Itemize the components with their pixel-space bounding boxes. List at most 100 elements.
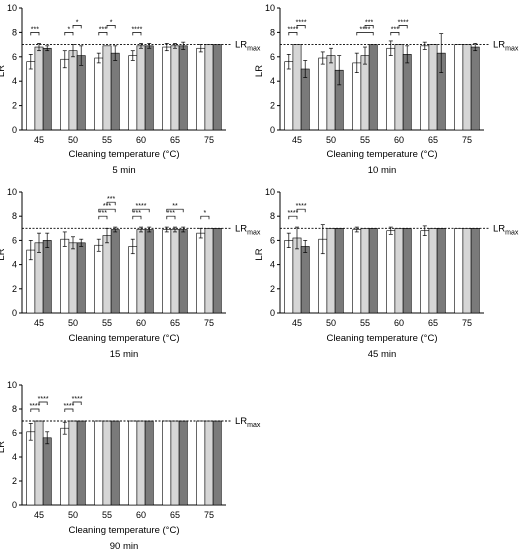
y-axis-label: LR <box>0 441 7 453</box>
significance-label: *** <box>365 19 373 26</box>
bar <box>94 57 104 131</box>
bar <box>326 55 336 131</box>
bar <box>136 229 146 314</box>
bar <box>178 229 188 314</box>
x-axis-label: Cleaning temperature (°C) <box>327 149 438 160</box>
bar <box>204 44 214 131</box>
significance-label: *** <box>99 26 107 33</box>
significance-label: *** <box>167 210 175 217</box>
bar <box>144 420 154 506</box>
bar <box>128 420 138 506</box>
bar <box>394 44 404 131</box>
y-tick-label: 10 <box>7 3 17 13</box>
reference-line-label-sub: max <box>505 46 519 53</box>
bar <box>128 246 138 314</box>
y-tick-label: 4 <box>12 452 17 462</box>
bar <box>428 228 438 314</box>
x-tick-label: 50 <box>68 510 78 520</box>
x-tick-label: 50 <box>68 135 78 145</box>
bar <box>60 238 70 314</box>
y-tick-label: 2 <box>12 101 17 111</box>
reference-line-label-main: LR <box>235 223 247 234</box>
y-tick-label: 2 <box>270 101 275 111</box>
x-tick-label: 55 <box>102 318 112 328</box>
bar <box>212 44 222 131</box>
x-tick-label: 60 <box>394 318 404 328</box>
y-tick-label: 4 <box>270 260 275 270</box>
significance-label: **** <box>29 403 40 410</box>
y-tick-label: 10 <box>7 380 17 390</box>
bar <box>162 46 172 131</box>
bar <box>110 420 120 506</box>
bar <box>428 44 438 131</box>
y-axis-label: LR <box>254 248 265 260</box>
bar <box>368 228 378 314</box>
x-tick-label: 60 <box>136 510 146 520</box>
bar <box>42 47 52 131</box>
x-tick-label: 55 <box>102 135 112 145</box>
significance-label: * <box>204 210 207 217</box>
x-axis-label: Cleaning temperature (°C) <box>69 149 180 160</box>
x-tick-label: 65 <box>428 318 438 328</box>
significance-label: * <box>76 19 79 26</box>
reference-line-label-sub: max <box>247 422 261 429</box>
y-tick-label: 0 <box>12 308 17 318</box>
bar <box>284 240 294 314</box>
bar <box>386 47 396 131</box>
y-tick-label: 0 <box>12 125 17 135</box>
y-tick-label: 6 <box>270 235 275 245</box>
x-axis-label: Cleaning temperature (°C) <box>69 333 180 344</box>
bar <box>34 46 44 131</box>
significance-label: **** <box>296 19 307 26</box>
panel-caption: 15 min <box>110 349 139 360</box>
significance-label: **** <box>131 26 142 33</box>
y-tick-label: 8 <box>270 27 275 37</box>
bar <box>102 235 112 314</box>
significance-label: **** <box>398 19 409 26</box>
bar <box>204 420 214 506</box>
x-tick-label: 75 <box>204 318 214 328</box>
reference-line-label: LRmax <box>235 223 261 236</box>
significance-bracket <box>390 32 400 36</box>
significance-label: * <box>68 26 71 33</box>
significance-bracket <box>98 215 108 220</box>
reference-line-label-main: LR <box>235 416 247 427</box>
panel-caption: 90 min <box>110 541 139 550</box>
x-tick-label: 45 <box>34 510 44 520</box>
y-tick-label: 6 <box>270 52 275 62</box>
x-tick-label: 50 <box>326 135 336 145</box>
reference-line-label: LRmax <box>493 40 519 53</box>
significance-label: *** <box>391 26 399 33</box>
significance-bracket <box>288 215 298 220</box>
bar <box>60 427 70 506</box>
significance-label: *** <box>31 26 39 33</box>
x-tick-label: 65 <box>170 318 180 328</box>
significance-bracket <box>296 208 306 213</box>
significance-bracket <box>106 201 116 206</box>
significance-label: *** <box>107 196 115 203</box>
x-tick-label: 50 <box>68 318 78 328</box>
bar <box>178 420 188 506</box>
x-tick-label: 65 <box>170 135 180 145</box>
y-tick-label: 10 <box>7 187 17 197</box>
x-tick-label: 60 <box>394 135 404 145</box>
significance-label: *** <box>103 203 111 210</box>
bar <box>102 420 112 506</box>
y-tick-label: 6 <box>12 428 17 438</box>
y-tick-label: 0 <box>12 500 17 510</box>
significance-bracket <box>288 32 298 36</box>
bar <box>136 420 146 506</box>
y-tick-label: 8 <box>270 211 275 221</box>
x-tick-label: 75 <box>204 135 214 145</box>
bar <box>76 242 86 314</box>
reference-line-label-main: LR <box>493 40 505 51</box>
bar <box>402 228 412 314</box>
bar <box>110 229 120 314</box>
bar <box>178 45 188 131</box>
bar <box>436 228 446 314</box>
significance-bracket <box>30 32 40 36</box>
bar <box>196 420 206 506</box>
significance-label: **** <box>287 26 298 33</box>
